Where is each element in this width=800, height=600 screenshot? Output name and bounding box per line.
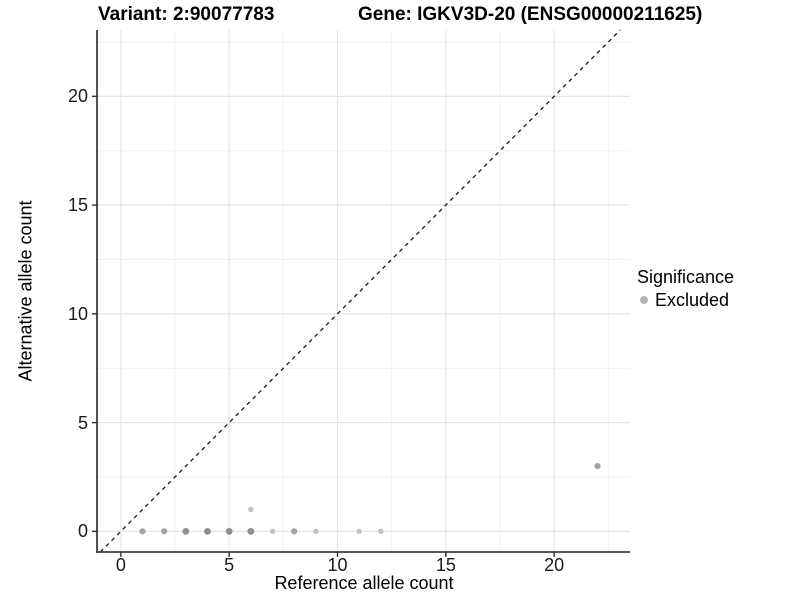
data-point bbox=[269, 528, 276, 535]
scatter-plot-panel bbox=[92, 29, 630, 557]
data-point bbox=[378, 528, 384, 535]
x-tick-label: 10 bbox=[327, 555, 348, 575]
data-point bbox=[139, 528, 146, 535]
legend-point-swatch-icon bbox=[640, 296, 648, 304]
identity-line bbox=[99, 29, 621, 553]
x-tick-label: 20 bbox=[544, 555, 565, 575]
y-tick-label: 5 bbox=[77, 412, 88, 433]
data-point bbox=[594, 462, 601, 470]
y-tick-label: 10 bbox=[67, 303, 88, 324]
x-axis-label: Reference allele count bbox=[274, 573, 454, 593]
legend: Significance Excluded bbox=[637, 266, 734, 311]
data-point bbox=[204, 527, 211, 535]
data-point bbox=[248, 506, 254, 513]
x-tick-label: 15 bbox=[435, 555, 456, 575]
data-point bbox=[291, 528, 298, 535]
y-axis-label: Alternative allele count bbox=[15, 200, 36, 382]
x-tick-label: 0 bbox=[115, 555, 126, 575]
data-point bbox=[247, 527, 255, 535]
legend-item: Excluded bbox=[640, 289, 734, 311]
x-tick-label: 5 bbox=[224, 555, 235, 575]
data-point bbox=[356, 528, 362, 535]
data-point bbox=[225, 527, 233, 535]
plot-title-gene: Gene: IGKV3D-20 (ENSG00000211625) bbox=[358, 4, 703, 25]
legend-title: Significance bbox=[637, 267, 735, 287]
y-tick-label: 15 bbox=[67, 195, 88, 216]
data-point bbox=[313, 528, 319, 535]
data-point bbox=[182, 527, 190, 535]
y-tick-label: 20 bbox=[67, 86, 88, 107]
y-tick-label: 0 bbox=[77, 521, 88, 542]
plot-title-variant: Variant: 2:90077783 bbox=[98, 4, 275, 25]
legend-item-label: Excluded bbox=[655, 290, 730, 310]
data-point bbox=[161, 528, 168, 535]
